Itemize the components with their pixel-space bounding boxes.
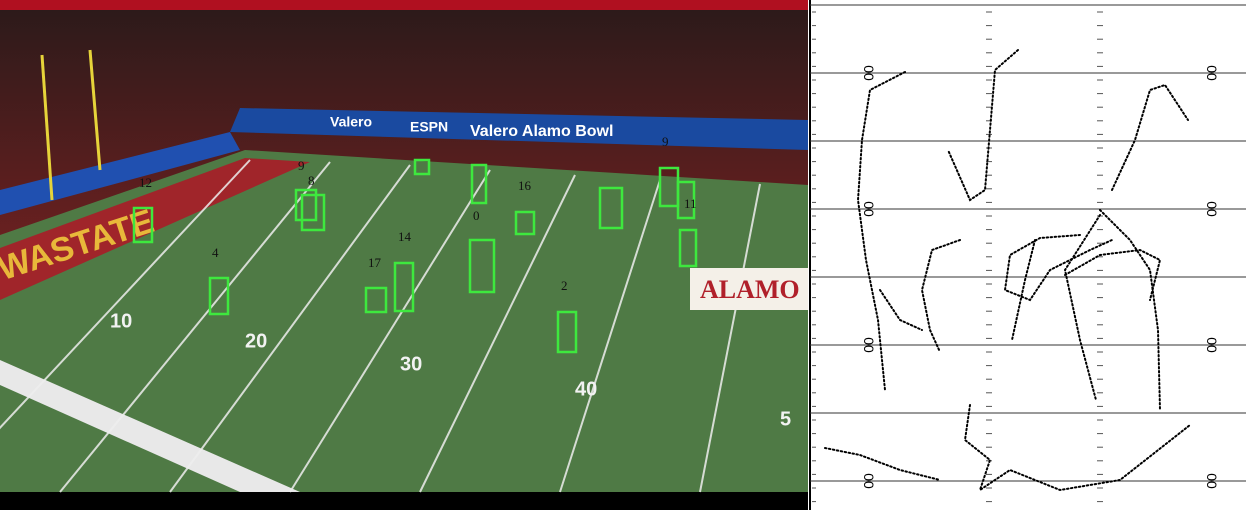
sponsor-text: Valero bbox=[330, 114, 372, 130]
yard-number: 5 bbox=[780, 408, 791, 430]
goal-post bbox=[88, 49, 102, 171]
trajectory bbox=[1111, 83, 1189, 191]
ad-board bbox=[230, 108, 808, 150]
network-text: ESPN bbox=[410, 119, 448, 135]
trajectory bbox=[1063, 214, 1101, 401]
logo-text: ALAMO bbox=[700, 275, 800, 304]
yard-label: 00 bbox=[861, 201, 877, 217]
yard-number: 30 bbox=[400, 353, 422, 375]
player-id: 2 bbox=[561, 278, 568, 293]
yard-label: 00 bbox=[1204, 473, 1220, 489]
player-id: 14 bbox=[398, 229, 412, 244]
plot-lines: 00 00 00 00 00 00 00 00 bbox=[810, 4, 1246, 503]
yard-line bbox=[0, 159, 251, 430]
trajectory bbox=[856, 71, 906, 391]
player-id: 11 bbox=[684, 196, 697, 211]
player-id: 12 bbox=[139, 175, 152, 190]
trajectory-plot: 00 00 00 00 00 00 00 00 bbox=[809, 0, 1246, 510]
trajectory bbox=[947, 49, 1019, 202]
yard-label: 00 bbox=[1204, 65, 1220, 81]
tracking-box bbox=[300, 193, 326, 232]
tracking-box bbox=[294, 188, 318, 222]
yard-line bbox=[59, 161, 331, 493]
player-id: 16 bbox=[518, 178, 532, 193]
player-id: 9 bbox=[662, 134, 669, 149]
yard-line bbox=[419, 174, 576, 493]
yard-number: 10 bbox=[110, 310, 132, 332]
tracking-box bbox=[413, 158, 431, 176]
plot-background bbox=[810, 0, 1246, 510]
sideline bbox=[0, 360, 300, 492]
trajectory bbox=[879, 289, 923, 331]
yard-label: 00 bbox=[861, 65, 877, 81]
trajectory bbox=[963, 404, 1191, 493]
yard-line bbox=[289, 169, 491, 493]
trajectory bbox=[1064, 248, 1162, 301]
yard-number: 40 bbox=[575, 378, 597, 400]
tracking-box bbox=[514, 210, 536, 236]
tracking-box bbox=[364, 286, 388, 314]
banner-text: Valero Alamo Bowl bbox=[470, 123, 613, 140]
trajectory bbox=[824, 447, 941, 481]
yard-line bbox=[169, 164, 411, 493]
yard-label: 00 bbox=[1204, 337, 1220, 353]
tracking-box bbox=[556, 310, 578, 354]
tracking-box bbox=[468, 238, 496, 294]
player-id: 8 bbox=[308, 173, 315, 188]
player-id: 4 bbox=[212, 245, 219, 260]
field bbox=[0, 150, 808, 492]
end-zone bbox=[0, 158, 310, 300]
trajectory bbox=[920, 239, 961, 353]
yard-number: 20 bbox=[245, 330, 267, 352]
tracking-box bbox=[676, 180, 696, 220]
trajectory bbox=[1099, 209, 1161, 411]
tracking-box bbox=[598, 186, 624, 230]
tracking-box bbox=[208, 276, 230, 316]
logo-box bbox=[690, 268, 808, 310]
goal-post bbox=[40, 54, 54, 201]
trajectory bbox=[1011, 239, 1036, 341]
tracking-box bbox=[470, 163, 488, 205]
tracking-box bbox=[678, 228, 698, 268]
broadcast-frame: Valero Alamo Bowl Valero ESPN WASTATE AL… bbox=[0, 0, 808, 510]
tracking-box bbox=[132, 206, 154, 244]
player-id: 17 bbox=[368, 255, 382, 270]
yard-line bbox=[699, 183, 761, 493]
tracking-box bbox=[393, 261, 415, 313]
black-bar bbox=[0, 492, 808, 510]
yard-label: 00 bbox=[1204, 201, 1220, 217]
player-id: 9 bbox=[298, 158, 305, 173]
yard-label: 00 bbox=[861, 337, 877, 353]
top-banner bbox=[0, 0, 808, 10]
ad-board-left bbox=[0, 132, 240, 215]
yard-lines bbox=[0, 159, 761, 493]
player-id: 0 bbox=[473, 208, 480, 223]
yard-line bbox=[559, 179, 661, 493]
yard-label: 00 bbox=[861, 473, 877, 489]
